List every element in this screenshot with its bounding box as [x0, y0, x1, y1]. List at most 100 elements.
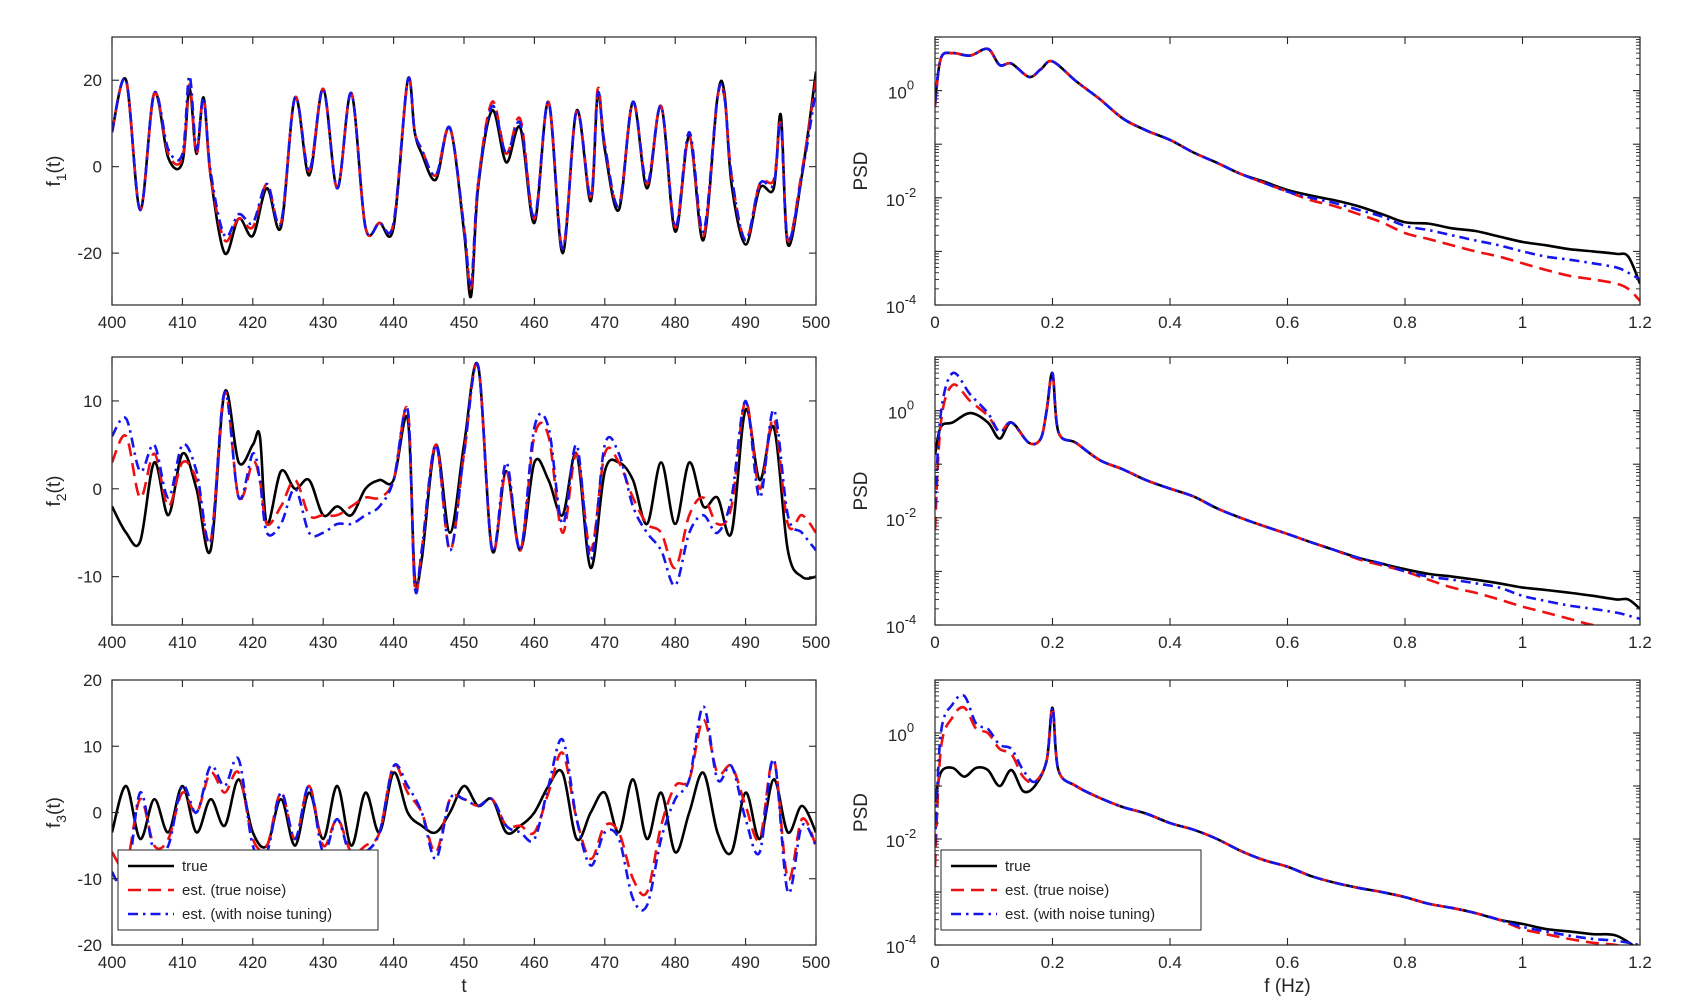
x-tick-label: 420: [239, 953, 267, 972]
series-line-2: [935, 693, 1640, 945]
series-line-0: [112, 361, 816, 589]
series-line-1: [112, 718, 816, 897]
x-tick-label: 460: [520, 953, 548, 972]
legend-label-0: true: [1005, 858, 1031, 875]
x-tick-label: 470: [591, 953, 619, 972]
legend-box: [940, 849, 1202, 931]
y-tick-label: 10-4: [886, 292, 916, 317]
series-line-1: [112, 76, 816, 290]
x-tick-label: 440: [379, 953, 407, 972]
x-tick-label: 420: [239, 313, 267, 332]
x-tick-label: 0: [930, 953, 939, 972]
x-tick-label: 480: [661, 633, 689, 652]
y-axis-label: PSD: [851, 793, 872, 832]
plot-area: [935, 37, 1640, 305]
y-tick-label: 100: [888, 720, 914, 745]
series-group: [935, 693, 1640, 945]
panel-f3-time: 400 410 420 430 440 450 460 470 480 490 500 -20 -10 0…: [44, 671, 830, 997]
series-group: [935, 47, 1640, 302]
plot-area: [112, 357, 816, 625]
y-axis-label: f1(t): [44, 155, 69, 186]
x-tick-label: 410: [168, 633, 196, 652]
x-tick-label: 0.8: [1393, 633, 1417, 652]
x-tick-label: 450: [450, 953, 478, 972]
x-tick-label: 0.2: [1041, 953, 1065, 972]
x-tick-label: 400: [98, 633, 126, 652]
x-tick-label: 0.6: [1276, 313, 1300, 332]
series-group: [112, 705, 816, 912]
plot-area: [112, 37, 816, 305]
x-tick-label: 450: [450, 313, 478, 332]
panel-f2-time: 400 410 420 430 440 450 460 470 480 490 500 -10 0 10 f…: [44, 356, 830, 652]
x-axis-label: f (Hz): [1264, 976, 1310, 997]
y-tick-label: 0: [93, 158, 102, 177]
x-tick-label: 0.2: [1041, 313, 1065, 332]
x-tick-label: 430: [309, 633, 337, 652]
x-axis-label: t: [461, 976, 467, 997]
x-tick-label: 1.2: [1628, 313, 1652, 332]
x-tick-label: 1: [1518, 633, 1527, 652]
y-tick-label: 10: [83, 392, 102, 411]
x-tick-label: 1: [1518, 313, 1527, 332]
x-tick-label: 400: [98, 313, 126, 332]
legend-box: [117, 849, 379, 931]
legend-label-2: est. (with noise tuning): [182, 906, 332, 923]
y-tick-label: 10-2: [886, 505, 916, 530]
x-tick-label: 480: [661, 953, 689, 972]
legend-label-2: est. (with noise tuning): [1005, 906, 1155, 923]
x-tick-label: 0.6: [1276, 633, 1300, 652]
x-tick-label: 500: [802, 313, 830, 332]
x-tick-label: 500: [802, 953, 830, 972]
x-tick-label: 0.6: [1276, 953, 1300, 972]
x-tick-label: 410: [168, 953, 196, 972]
x-tick-label: 0: [930, 633, 939, 652]
plot-area: [935, 357, 1640, 625]
series-line-2: [112, 74, 816, 286]
x-tick-label: 450: [450, 633, 478, 652]
y-tick-label: -10: [77, 870, 102, 889]
panel-f3-psd: 0 0.2 0.4 0.6 0.8 1 1.2 10-4 10-2 100 PSD f (Hz) tru…: [851, 679, 1652, 997]
series-line-2: [935, 371, 1640, 621]
x-tick-label: 490: [731, 313, 759, 332]
legend-label-1: est. (true noise): [182, 882, 286, 899]
series-group: [112, 71, 816, 299]
series-line-2: [112, 362, 816, 595]
x-tick-label: 1.2: [1628, 633, 1652, 652]
legend: true est. (true noise) est. (with noise tu…: [940, 849, 1202, 931]
series-group: [112, 361, 816, 595]
panels: 400 410 420 430 440 450 460 470 480 490 500 -20 0 20 f…: [44, 36, 1652, 997]
legend-label-0: true: [182, 858, 208, 875]
y-tick-label: 100: [888, 398, 914, 423]
x-tick-label: 0.4: [1158, 633, 1182, 652]
y-axis-label: f2(t): [44, 475, 69, 506]
x-tick-label: 470: [591, 313, 619, 332]
x-tick-label: 1: [1518, 953, 1527, 972]
legend-label-1: est. (true noise): [1005, 882, 1109, 899]
x-tick-label: 490: [731, 953, 759, 972]
x-tick-label: 0.8: [1393, 313, 1417, 332]
y-tick-label: 20: [83, 71, 102, 90]
x-tick-label: 410: [168, 313, 196, 332]
y-tick-label: 10: [83, 737, 102, 756]
series-line-2: [112, 705, 816, 912]
y-tick-label: 20: [83, 671, 102, 690]
x-tick-label: 0.2: [1041, 633, 1065, 652]
series-line-0: [112, 768, 816, 856]
y-tick-label: -20: [77, 244, 102, 263]
y-tick-label: -10: [77, 568, 102, 587]
y-tick-label: 0: [93, 804, 102, 823]
y-axis-label: f3(t): [44, 797, 69, 828]
x-tick-label: 470: [591, 633, 619, 652]
x-tick-label: 490: [731, 633, 759, 652]
x-tick-label: 1.2: [1628, 953, 1652, 972]
x-tick-label: 440: [379, 313, 407, 332]
x-tick-label: 480: [661, 313, 689, 332]
x-tick-label: 440: [379, 633, 407, 652]
panel-f2-psd: 0 0.2 0.4 0.6 0.8 1 1.2 10-4 10-2 100 PSD: [851, 356, 1652, 652]
x-tick-label: 460: [520, 313, 548, 332]
y-tick-label: 100: [888, 78, 914, 103]
x-tick-label: 460: [520, 633, 548, 652]
y-axis-label: PSD: [851, 471, 872, 510]
panel-f1-time: 400 410 420 430 440 450 460 470 480 490 500 -20 0 20 f…: [44, 36, 830, 332]
